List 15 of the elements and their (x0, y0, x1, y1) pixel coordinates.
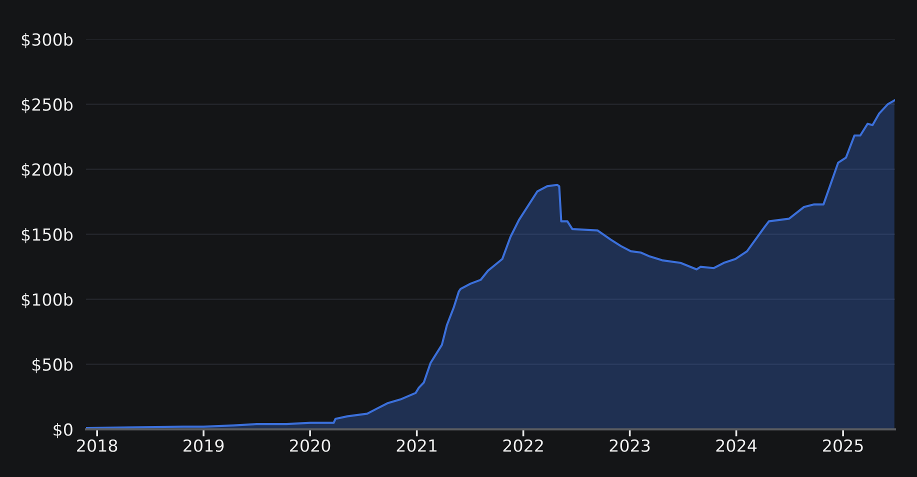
x-tick-label: 2021 (396, 439, 437, 452)
x-tick-label: 2020 (290, 439, 330, 452)
y-tick-label: $150b (22, 228, 73, 244)
y-tick-label: $0 (54, 422, 72, 438)
y-tick-label: $100b (22, 292, 73, 308)
x-tick-label: 2024 (716, 439, 757, 452)
x-tick-label: 2018 (77, 439, 118, 452)
y-tick-label: $300b (22, 32, 73, 48)
x-tick-label: 2019 (184, 439, 224, 452)
x-tick-label: 2022 (503, 439, 543, 452)
x-tick-label: 2023 (610, 439, 650, 452)
y-tick-label: $200b (22, 162, 73, 178)
x-tick-label: 2025 (823, 439, 863, 452)
y-tick-label: $250b (22, 98, 73, 114)
y-tick-label: $50b (32, 358, 73, 374)
